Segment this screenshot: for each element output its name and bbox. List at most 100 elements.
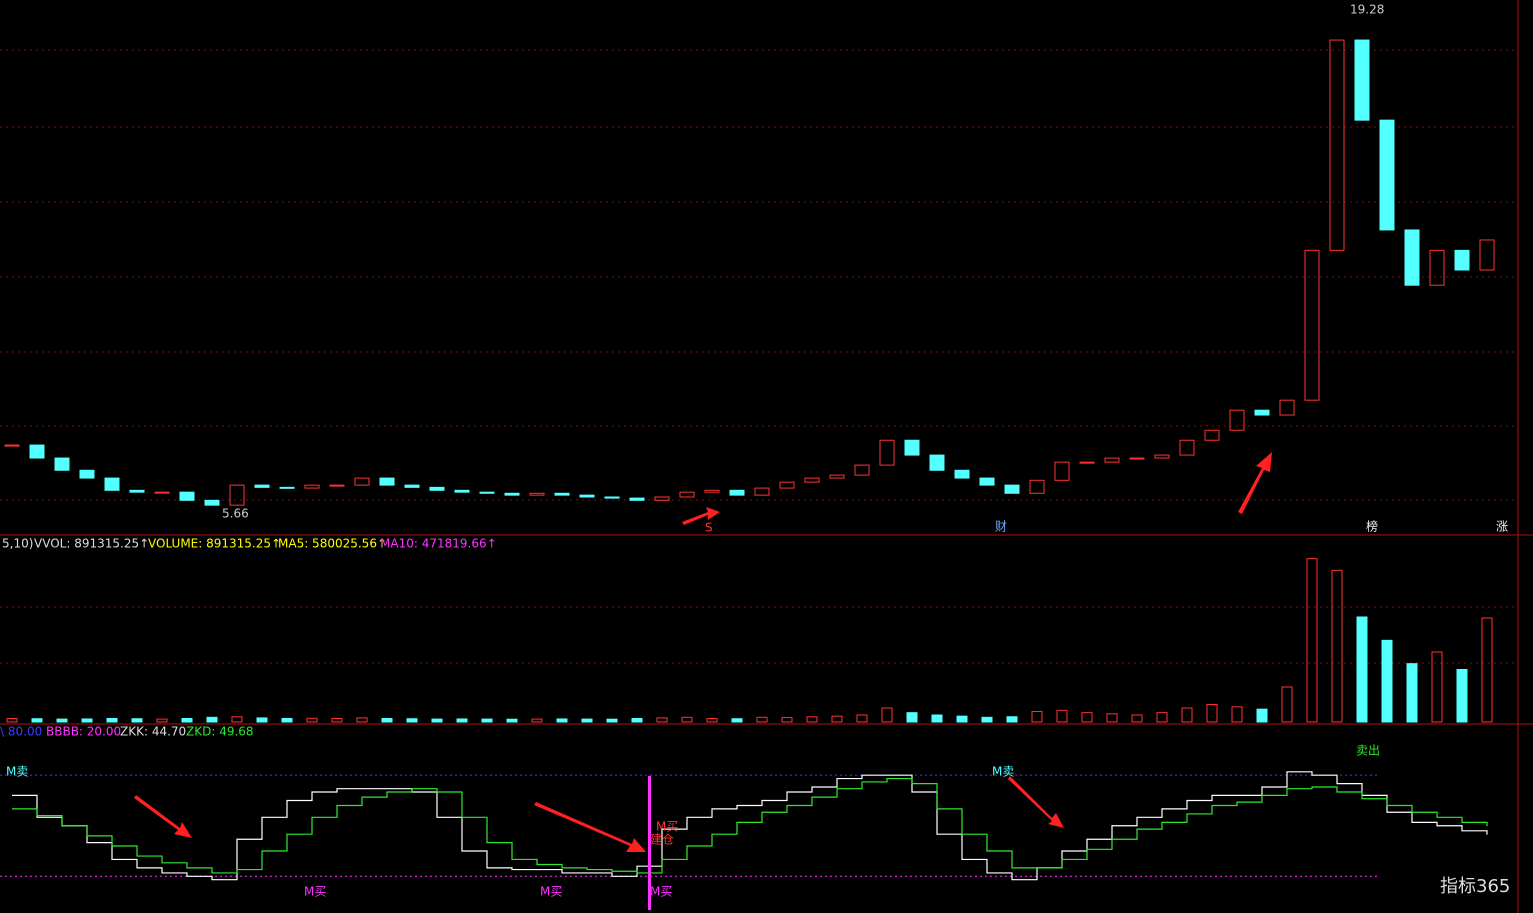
candle (229, 484, 245, 506)
candle (879, 439, 895, 466)
volume-bar (731, 718, 743, 723)
candle (1279, 399, 1295, 416)
signal: M买 (656, 820, 678, 834)
volume-bar (1381, 639, 1393, 723)
price-label: 5.66 (222, 507, 249, 521)
candle (579, 494, 595, 498)
signal: M买 (650, 885, 672, 899)
arrow (1238, 452, 1272, 514)
legend: BBBB: 20.00 (46, 725, 121, 739)
candle (704, 489, 720, 493)
legend: VVOL: 891315.25↑ (34, 537, 149, 551)
arrow (534, 802, 646, 852)
candle (1254, 409, 1270, 416)
candle (429, 486, 445, 491)
marker: S (705, 521, 713, 535)
volume-bar (606, 718, 618, 723)
candle (304, 484, 320, 489)
volume-bar (181, 718, 193, 723)
candle (629, 497, 645, 501)
candle (1304, 249, 1320, 401)
signal: M卖 (6, 765, 28, 779)
volume-bar (631, 718, 643, 723)
candle (979, 477, 995, 486)
candle (1179, 439, 1195, 456)
candle (354, 477, 370, 486)
candle (254, 484, 270, 488)
volume-bar (1256, 708, 1268, 723)
volume-bar (1131, 714, 1143, 723)
candle (379, 477, 395, 486)
volume-bar (531, 718, 543, 723)
candle (104, 477, 120, 491)
candle (1204, 429, 1220, 441)
candle (404, 484, 420, 488)
candle (804, 477, 820, 483)
candle (279, 486, 295, 489)
candle (479, 491, 495, 494)
volume-bar (1206, 704, 1218, 723)
volume-bar (756, 716, 768, 723)
volume-bar (1156, 712, 1168, 723)
volume-bar (1331, 569, 1343, 723)
volume-bar (106, 718, 118, 723)
candle (754, 487, 770, 496)
grid (0, 49, 1518, 664)
arrow (682, 507, 720, 525)
volume-bar (1006, 716, 1018, 723)
volume-bar (381, 718, 393, 723)
volume-bar (1356, 616, 1368, 723)
arrows (134, 452, 1272, 852)
candle (779, 481, 795, 489)
candle (454, 489, 470, 493)
volume-bar (356, 717, 368, 723)
volume-bar (1431, 651, 1443, 723)
candle (679, 491, 695, 498)
volume-bar (856, 714, 868, 723)
volume-bar (1456, 669, 1468, 723)
volume-bar (206, 716, 218, 723)
candle (1479, 239, 1495, 271)
candle (504, 492, 520, 496)
volume-bar (306, 717, 318, 723)
candle (1029, 479, 1045, 494)
volume-bar (56, 718, 68, 723)
candle (929, 454, 945, 471)
volume-bar (1481, 617, 1493, 723)
candle (1404, 229, 1420, 286)
candle (329, 484, 345, 487)
candle (1229, 409, 1245, 431)
volume-bar (706, 718, 718, 723)
marker: 财 (995, 520, 1007, 534)
signal: M买 (540, 885, 562, 899)
candle (1129, 457, 1145, 460)
candle (604, 496, 620, 499)
volume-bar (1181, 707, 1193, 723)
volume-bar (556, 718, 568, 723)
legend: MA10: 471819.66↑ (380, 537, 497, 551)
legend: \ 80.00 (0, 725, 42, 739)
candle (1329, 39, 1345, 251)
signal: 卖出 (1356, 744, 1380, 758)
volume-bar (331, 718, 343, 723)
candle (129, 489, 145, 493)
signal: M卖 (992, 765, 1014, 779)
candle (654, 496, 670, 501)
volume-bar (981, 716, 993, 723)
candle (154, 491, 170, 494)
volume-bar (881, 707, 893, 723)
candle (1104, 457, 1120, 463)
volume-bar (831, 715, 843, 723)
watermark: 指标365 (1440, 876, 1510, 897)
signal: M买 (304, 885, 326, 899)
legend: MA5: 580025.56↑ (278, 537, 387, 551)
arrow (1008, 776, 1064, 828)
candle (854, 464, 870, 476)
volume-bar (781, 717, 793, 723)
candle (729, 489, 745, 496)
volume-bar (1106, 713, 1118, 723)
volume-bar (1231, 706, 1243, 723)
volume-bar (131, 718, 143, 723)
